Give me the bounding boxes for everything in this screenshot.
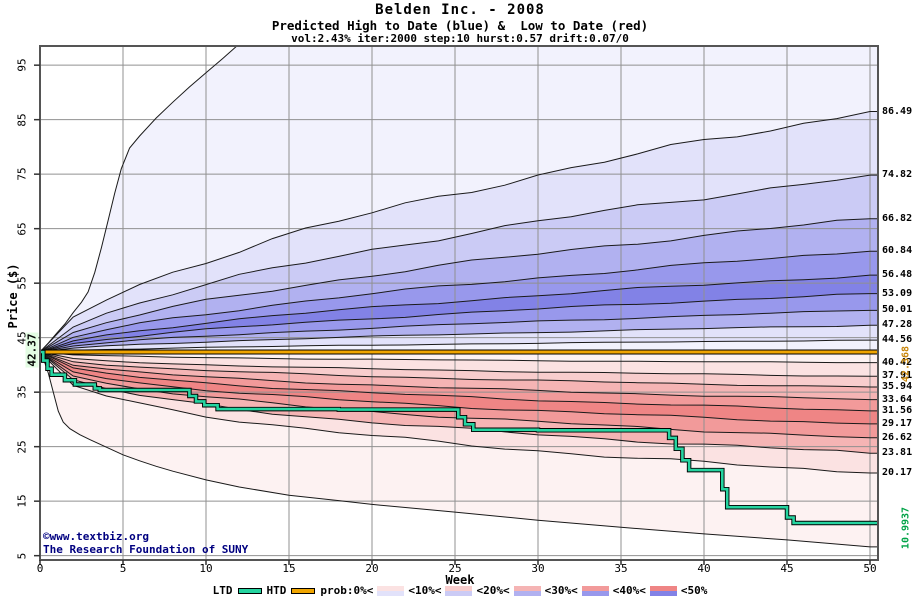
legend-swatch-blue-half xyxy=(513,590,541,596)
htd-final-annotation: 42.368 xyxy=(900,345,912,383)
legend-prob-swatch xyxy=(377,585,405,596)
band-end-value: 33.64 xyxy=(882,393,913,405)
band-end-value: 31.56 xyxy=(882,404,913,416)
legend-swatch-red-half xyxy=(581,585,609,591)
legend: LTD HTD prob:0%< <10%< <20%< <30%< <40%< <50% xyxy=(0,584,920,597)
ltd-final-annotation: 10.9937 xyxy=(900,506,912,550)
band-end-value: 20.17 xyxy=(882,466,913,478)
legend-swatch-red-half xyxy=(377,585,405,591)
band-end-value: 29.17 xyxy=(882,417,913,429)
chart-subtitle: Predicted High to Date (blue) & Low to D… xyxy=(271,18,649,33)
legend-swatch-blue-half xyxy=(377,590,405,596)
band-end-value: 60.84 xyxy=(882,245,913,257)
legend-swatch-blue-half xyxy=(649,590,677,596)
legend-htd-swatch xyxy=(291,587,316,594)
copyright-org: The Research Foundation of SUNY xyxy=(43,543,249,556)
band-end-value: 37.91 xyxy=(882,370,913,382)
legend-prob-label: <10%< xyxy=(408,584,442,597)
legend-swatch-blue-half xyxy=(445,590,473,596)
y-tick-label: 95 xyxy=(15,58,29,72)
x-tick-label: 10 xyxy=(199,562,213,575)
band-end-value: 23.81 xyxy=(882,447,913,459)
band-end-value: 35.94 xyxy=(882,381,913,393)
legend-swatch-blue-half xyxy=(581,590,609,596)
y-tick-label: 15 xyxy=(15,494,29,508)
x-tick-label: 25 xyxy=(448,562,462,575)
x-tick-label: 0 xyxy=(36,562,44,575)
band-end-value: 44.56 xyxy=(882,334,913,346)
legend-prob-swatch xyxy=(581,585,609,596)
legend-prob-swatch xyxy=(649,585,677,596)
x-axis-title: Week xyxy=(445,573,475,587)
band-end-value: 74.82 xyxy=(882,169,913,181)
legend-prob-label: prob:0%< xyxy=(320,584,374,597)
y-axis-title: Price ($) xyxy=(6,263,20,329)
start-price-annotation: 42.37 xyxy=(21,332,40,368)
y-tick-label: 25 xyxy=(15,440,29,454)
legend-prob-label: <20%< xyxy=(476,584,510,597)
start-price-value: 42.37 xyxy=(25,332,39,368)
x-tick-label: 15 xyxy=(282,562,296,575)
band-end-value: 26.62 xyxy=(882,431,913,443)
legend-ltd-label: LTD xyxy=(212,584,233,597)
band-end-value: 56.48 xyxy=(882,269,913,281)
y-tick-label: 55 xyxy=(15,276,29,290)
y-tick-label: 65 xyxy=(15,222,29,236)
copyright-url: ©www.textbiz.org xyxy=(43,530,149,543)
band-end-value: 50.01 xyxy=(882,304,913,316)
y-tick-label: 5 xyxy=(15,552,29,559)
legend-swatch-red-half xyxy=(445,585,473,591)
legend-prob-label: <50% xyxy=(680,584,708,597)
x-tick-label: 40 xyxy=(697,562,711,575)
band-end-value: 47.28 xyxy=(882,319,913,331)
x-tick-label: 30 xyxy=(531,562,545,575)
legend-swatch-red-half xyxy=(513,585,541,591)
x-tick-label: 20 xyxy=(365,562,379,575)
legend-htd-label: HTD xyxy=(266,584,287,597)
y-tick-label: 85 xyxy=(15,113,29,127)
y-tick-label: 35 xyxy=(15,385,29,399)
legend-ltd-swatch xyxy=(237,587,262,594)
x-tick-label: 35 xyxy=(614,562,628,575)
band-end-value: 86.49 xyxy=(882,105,913,117)
legend-prob-label: <40%< xyxy=(612,584,646,597)
legend-swatch-red-half xyxy=(649,585,677,591)
legend-prob-swatch xyxy=(445,585,473,596)
x-tick-label: 50 xyxy=(863,562,877,575)
page-title: Belden Inc. - 2008 xyxy=(375,2,545,18)
legend-prob-swatch xyxy=(513,585,541,596)
simulation-params: vol:2.43% iter:2000 step:10 hurst:0.57 d… xyxy=(291,32,629,45)
band-end-value: 40.42 xyxy=(882,356,913,368)
band-end-value: 53.09 xyxy=(882,287,913,299)
band-end-value: 66.82 xyxy=(882,212,913,224)
legend-prob-label: <30%< xyxy=(544,584,578,597)
x-tick-label: 45 xyxy=(780,562,794,575)
x-tick-label: 5 xyxy=(119,562,127,575)
y-tick-label: 75 xyxy=(15,167,29,181)
